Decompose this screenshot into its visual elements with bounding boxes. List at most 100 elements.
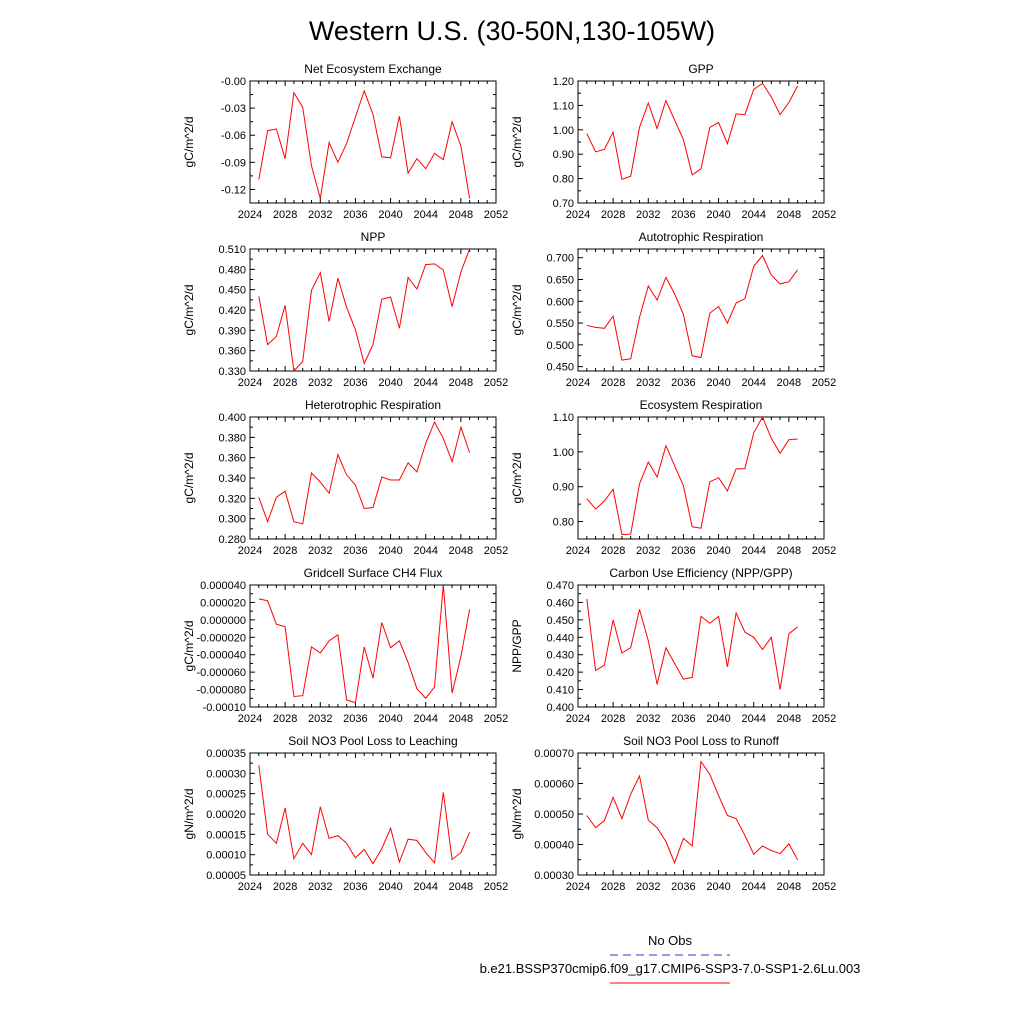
y-tick-label: -0.000040 (196, 650, 246, 662)
panel-title: Heterotrophic Respiration (305, 398, 441, 412)
series-line (586, 598, 798, 690)
series-line (258, 248, 471, 373)
y-tick-label: 0.330 (218, 366, 246, 378)
y-tick-label: 1.10 (553, 412, 574, 424)
x-tick-label: 2024 (566, 377, 590, 389)
x-tick-label: 2028 (601, 209, 625, 221)
y-tick-label: 0.000000 (200, 615, 246, 627)
x-tick-label: 2040 (706, 209, 730, 221)
x-tick-label: 2024 (238, 713, 262, 725)
y-tick-label: 0.00060 (534, 779, 574, 791)
x-tick-label: 2044 (413, 881, 437, 893)
x-tick-label: 2044 (741, 881, 765, 893)
series-line (258, 420, 471, 525)
y-axis-label: gN/m^2/d (510, 789, 524, 840)
x-tick-label: 2032 (308, 209, 332, 221)
y-axis-label: NPP/GPP (510, 619, 524, 672)
x-tick-label: 2024 (566, 881, 590, 893)
x-tick-label: 2036 (343, 713, 367, 725)
y-tick-label: -0.000080 (196, 685, 246, 697)
x-tick-label: 2036 (343, 209, 367, 221)
series-line (586, 82, 799, 180)
y-tick-label: 0.450 (218, 285, 246, 297)
x-tick-label: 2028 (601, 881, 625, 893)
x-tick-label: 2044 (741, 713, 765, 725)
x-tick-label: 2048 (777, 209, 801, 221)
x-tick-label: 2036 (671, 545, 695, 557)
y-tick-label: 0.00005 (206, 870, 246, 882)
y-tick-label: 0.420 (546, 667, 574, 679)
y-tick-label: -0.06 (221, 130, 246, 142)
panel-0: Net Ecosystem Exchange gC/m^2/d 2024 2028 20… (182, 62, 508, 221)
x-tick-label: 2028 (601, 377, 625, 389)
y-tick-label: 0.500 (546, 340, 574, 352)
y-tick-label: 1.20 (553, 76, 574, 88)
y-tick-label: 1.00 (553, 447, 574, 459)
x-tick-label: 2040 (378, 881, 402, 893)
panel-7: Carbon Use Efficiency (NPP/GPP) NPP/GPP 20… (510, 566, 836, 725)
y-tick-label: 0.600 (546, 296, 574, 308)
panel-title: Carbon Use Efficiency (NPP/GPP) (609, 566, 792, 580)
panel-6: Gridcell Surface CH4 Flux gC/m^2/d 2024 202… (182, 566, 508, 725)
x-tick-label: 2036 (343, 545, 367, 557)
y-tick-label: 0.90 (553, 149, 574, 161)
x-tick-label: 2044 (413, 377, 437, 389)
y-axis-label: gC/m^2/d (182, 117, 196, 168)
panel-9: Soil NO3 Pool Loss to Runoff gN/m^2/d 2024… (510, 734, 836, 893)
x-tick-label: 2044 (741, 545, 765, 557)
x-tick-label: 2036 (343, 881, 367, 893)
series-line (586, 254, 799, 361)
y-tick-label: 0.480 (218, 264, 246, 276)
y-axis-label: gC/m^2/d (510, 285, 524, 336)
panel-title: Ecosystem Respiration (640, 398, 763, 412)
y-tick-label: -0.000020 (196, 632, 246, 644)
y-tick-label: 0.450 (546, 615, 574, 627)
y-tick-label: 0.00040 (534, 840, 574, 852)
panel-4: Heterotrophic Respiration gC/m^2/d 2024 202… (182, 398, 508, 557)
x-tick-label: 2024 (238, 377, 262, 389)
x-tick-label: 2024 (566, 713, 590, 725)
series-line (586, 415, 798, 536)
x-tick-label: 2028 (601, 713, 625, 725)
y-tick-label: 0.00025 (206, 789, 246, 801)
x-tick-label: 2052 (484, 881, 508, 893)
x-tick-label: 2028 (273, 545, 297, 557)
x-tick-label: 2052 (484, 713, 508, 725)
y-tick-label: 0.00010 (206, 850, 246, 862)
x-tick-label: 2048 (777, 545, 801, 557)
figure-title: Western U.S. (30-50N,130-105W) (309, 16, 715, 46)
x-tick-label: 2048 (449, 377, 473, 389)
x-tick-label: 2048 (449, 713, 473, 725)
x-tick-label: 2048 (777, 713, 801, 725)
x-tick-label: 2032 (636, 209, 660, 221)
series-line (258, 584, 471, 704)
y-axis-label: gC/m^2/d (510, 117, 524, 168)
x-tick-label: 2040 (378, 377, 402, 389)
plot-frame (249, 752, 497, 876)
x-tick-label: 2052 (484, 545, 508, 557)
x-tick-label: 2024 (566, 209, 590, 221)
y-tick-label: 0.320 (218, 493, 246, 505)
x-tick-label: 2044 (413, 713, 437, 725)
y-tick-label: 0.440 (546, 632, 574, 644)
y-tick-label: 0.650 (546, 275, 574, 287)
y-tick-label: 0.470 (546, 580, 574, 592)
x-tick-label: 2036 (671, 377, 695, 389)
x-tick-label: 2032 (636, 377, 660, 389)
x-tick-label: 2036 (671, 713, 695, 725)
y-tick-label: -0.00 (221, 76, 246, 88)
y-tick-label: 0.390 (218, 325, 246, 337)
x-tick-label: 2032 (308, 713, 332, 725)
x-tick-label: 2052 (812, 545, 836, 557)
y-tick-label: 0.400 (218, 412, 246, 424)
panel-2: NPP gC/m^2/d 2024 2028 2032 2036 2040 2044 2048 2… (182, 230, 508, 389)
y-tick-label: 0.430 (546, 650, 574, 662)
series-line (586, 760, 799, 865)
y-tick-label: 0.90 (553, 482, 574, 494)
y-tick-label: -0.000060 (196, 667, 246, 679)
y-tick-label: -0.09 (221, 157, 246, 169)
x-tick-label: 2032 (636, 713, 660, 725)
x-tick-label: 2040 (378, 209, 402, 221)
x-tick-label: 2044 (741, 377, 765, 389)
